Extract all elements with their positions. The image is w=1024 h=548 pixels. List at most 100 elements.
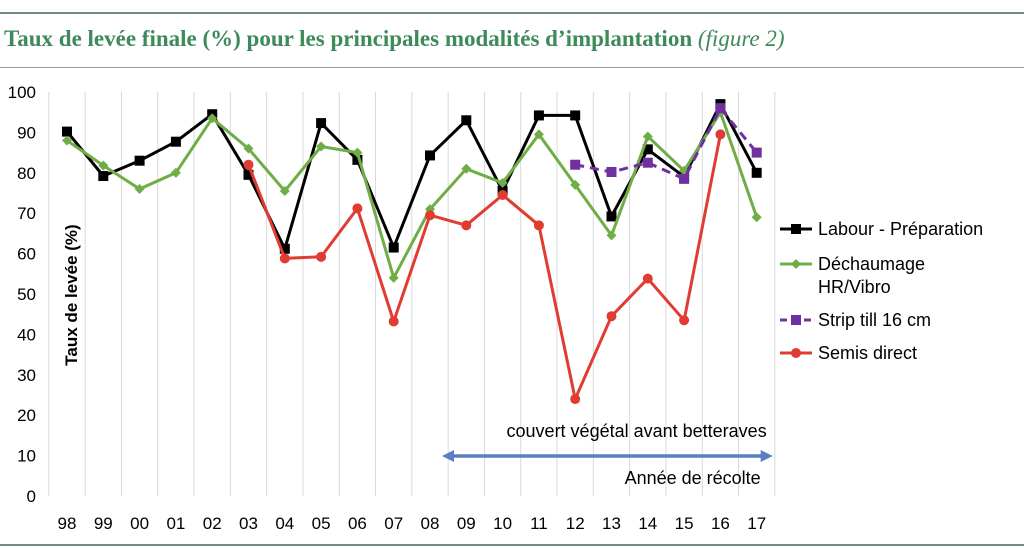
data-point bbox=[316, 118, 327, 129]
data-point bbox=[134, 155, 145, 166]
legend-swatch-marker bbox=[791, 348, 801, 358]
data-point bbox=[425, 150, 435, 161]
data-point bbox=[207, 113, 218, 124]
x-tick-label: 01 bbox=[166, 514, 185, 533]
data-point bbox=[316, 251, 327, 262]
x-tick-label: 98 bbox=[58, 514, 77, 533]
data-point bbox=[134, 183, 145, 194]
data-point bbox=[279, 253, 290, 264]
x-tick-label: 17 bbox=[747, 514, 766, 533]
data-point bbox=[606, 166, 617, 177]
data-point bbox=[497, 190, 508, 201]
series-line bbox=[65, 102, 759, 251]
data-point bbox=[425, 210, 435, 221]
series-group bbox=[62, 99, 762, 405]
series-3 bbox=[243, 129, 726, 405]
legend-label-line: HR/Vibro bbox=[818, 277, 891, 297]
data-point bbox=[388, 272, 399, 283]
arrow-right-head bbox=[760, 450, 773, 462]
x-tick-label: 10 bbox=[493, 514, 512, 533]
title-main: Taux de levée finale (%) pour les princi… bbox=[4, 26, 693, 51]
data-point bbox=[98, 171, 109, 182]
series-line bbox=[574, 106, 758, 181]
data-point bbox=[352, 203, 363, 214]
x-tick-label: 99 bbox=[94, 514, 113, 533]
x-tick-label: 02 bbox=[203, 514, 222, 533]
legend-label-line: Déchaumage bbox=[818, 254, 925, 274]
data-point bbox=[279, 185, 290, 196]
data-point bbox=[606, 230, 617, 241]
legend: Labour - Préparation Déchaumage HR/Vibro St… bbox=[780, 219, 983, 363]
data-point bbox=[170, 167, 181, 178]
y-tick-label: 90 bbox=[17, 123, 36, 142]
data-point bbox=[352, 147, 363, 158]
y-tick-label: 0 bbox=[27, 487, 36, 506]
x-tick-label: 00 bbox=[130, 514, 149, 533]
legend-label: Semis direct bbox=[818, 343, 917, 363]
data-point bbox=[606, 311, 617, 322]
data-point bbox=[243, 169, 254, 180]
data-point bbox=[62, 135, 72, 146]
data-point bbox=[316, 141, 327, 152]
legend-label: Strip till 16 cm bbox=[818, 310, 931, 330]
data-point bbox=[243, 143, 254, 154]
y-tick-label: 10 bbox=[17, 447, 36, 466]
data-point bbox=[98, 160, 109, 171]
data-point bbox=[570, 110, 581, 121]
series-1 bbox=[62, 107, 762, 283]
grid-lines bbox=[48, 92, 776, 496]
data-point bbox=[243, 159, 254, 170]
y-tick-label: 70 bbox=[17, 204, 36, 223]
x-tick-label: 08 bbox=[421, 514, 440, 533]
legend-entry-2: Strip till 16 cm bbox=[780, 310, 931, 330]
data-point bbox=[642, 157, 653, 168]
page-title: Taux de levée finale (%) pour les princi… bbox=[4, 26, 785, 52]
arrow-left-head bbox=[442, 450, 454, 462]
data-point bbox=[352, 154, 363, 165]
series-line bbox=[66, 110, 759, 280]
data-point bbox=[533, 129, 544, 140]
data-point bbox=[461, 115, 472, 126]
y-tick-label: 40 bbox=[17, 325, 36, 344]
data-point bbox=[642, 273, 653, 284]
harvest-year-annotation: couvert végétal avant betteraves Année d… bbox=[442, 421, 773, 488]
data-point bbox=[751, 147, 762, 158]
y-tick-label: 20 bbox=[17, 406, 36, 425]
y-tick-label: 100 bbox=[8, 83, 36, 102]
x-tick-label: 03 bbox=[239, 514, 258, 533]
y-axis-label: Taux de levée (%) bbox=[62, 224, 81, 365]
legend-entry-0: Labour - Préparation bbox=[780, 219, 983, 239]
data-point bbox=[642, 144, 653, 155]
data-point bbox=[642, 131, 653, 142]
data-point bbox=[751, 212, 762, 223]
data-point bbox=[388, 242, 399, 253]
top-rule bbox=[0, 12, 1024, 14]
x-tick-label: 12 bbox=[566, 514, 585, 533]
x-tick-label: 15 bbox=[675, 514, 694, 533]
series-line bbox=[247, 134, 722, 401]
x-tick-label: 16 bbox=[711, 514, 730, 533]
y-axis-ticks: 0 10 20 30 40 50 60 70 80 90 100 bbox=[8, 83, 36, 506]
series-2 bbox=[570, 103, 762, 184]
data-point bbox=[279, 243, 290, 254]
data-point bbox=[62, 126, 72, 137]
x-tick-label: 07 bbox=[384, 514, 403, 533]
data-point bbox=[461, 220, 472, 231]
y-tick-label: 30 bbox=[17, 366, 36, 385]
data-point bbox=[570, 179, 581, 190]
x-tick-label: 11 bbox=[530, 514, 548, 533]
x-tick-label: 09 bbox=[457, 514, 476, 533]
data-point bbox=[570, 159, 581, 170]
legend-swatch-marker bbox=[791, 259, 801, 269]
data-point bbox=[461, 163, 472, 174]
data-point bbox=[715, 129, 726, 140]
y-tick-label: 80 bbox=[17, 164, 36, 183]
x-tick-label: 05 bbox=[312, 514, 331, 533]
data-point bbox=[570, 394, 581, 405]
data-point bbox=[606, 211, 617, 222]
legend-label: Labour - Préparation bbox=[818, 219, 983, 239]
x-tick-label: 04 bbox=[275, 514, 294, 533]
x-tick-label: 13 bbox=[602, 514, 621, 533]
title-figure-ref: (figure 2) bbox=[697, 26, 785, 51]
